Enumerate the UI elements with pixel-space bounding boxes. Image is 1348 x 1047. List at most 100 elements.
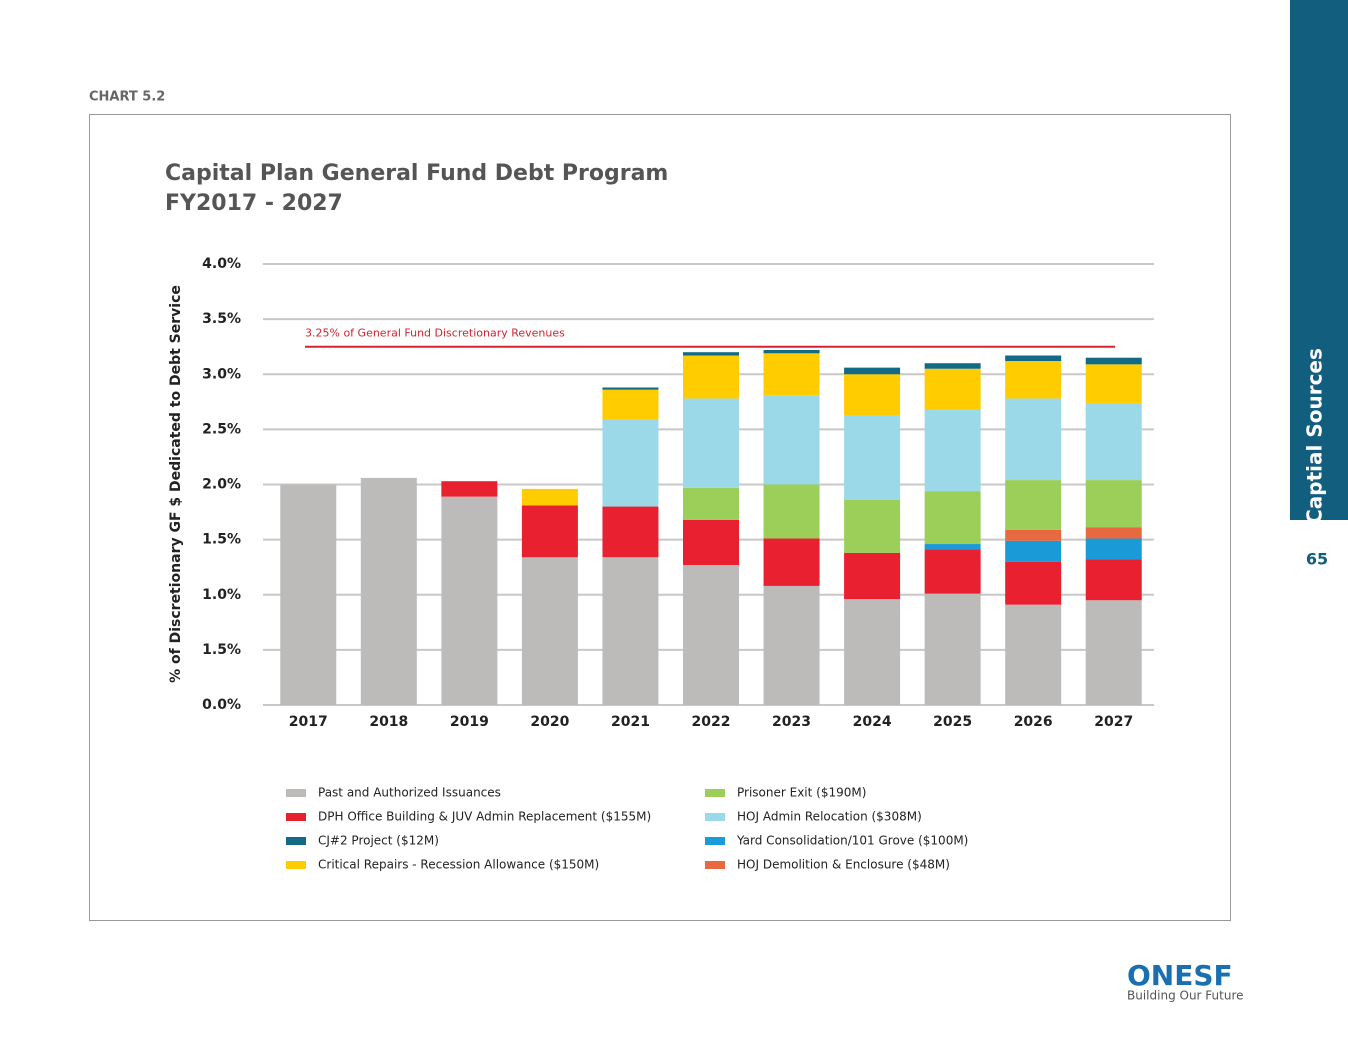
bar-segment: [924, 593, 981, 705]
bar-segment: [844, 499, 901, 553]
bar-segment: [1005, 398, 1062, 481]
x-tick-label: 2025: [933, 714, 972, 730]
y-tick-label: 1.0%: [202, 587, 241, 603]
bar-segment: [1005, 480, 1062, 530]
side-tab-label: Captial Sources: [1303, 348, 1327, 524]
legend-label: Prisoner Exit ($190M): [737, 786, 866, 800]
x-tick-label: 2019: [450, 714, 489, 730]
y-tick-label: 2.5%: [202, 421, 241, 437]
y-tick-label: 0.0%: [202, 697, 241, 713]
bar-segment: [602, 389, 659, 420]
bar-segment: [1085, 559, 1142, 601]
bar-segment: [763, 484, 820, 539]
legend-label: Yard Consolidation/101 Grove ($100M): [736, 834, 968, 848]
x-tick-label: 2022: [692, 714, 731, 730]
bar-segment: [1005, 604, 1062, 705]
x-tick-label: 2018: [369, 714, 408, 730]
bar-segment: [521, 505, 578, 558]
bar-segment: [844, 552, 901, 600]
bar-segment: [924, 491, 981, 545]
x-tick-label: 2020: [530, 714, 569, 730]
legend-label: HOJ Demolition & Enclosure ($48M): [737, 858, 950, 872]
bar-segment: [1005, 561, 1062, 605]
bar-segment: [924, 368, 981, 410]
bar-segment: [1085, 538, 1142, 560]
legend-swatch: [705, 813, 725, 821]
bar-segment: [683, 519, 739, 565]
logo: ONESF: [1127, 959, 1233, 992]
legend-swatch: [705, 837, 725, 845]
bar-segment: [280, 484, 337, 705]
y-tick-label: 3.0%: [202, 366, 241, 382]
y-tick-label: 3.5%: [202, 311, 241, 327]
page-number: 65: [1306, 550, 1328, 569]
reference-label: 3.25% of General Fund Discretionary Reve…: [305, 327, 565, 340]
legend-swatch: [705, 861, 725, 869]
legend-swatch: [286, 861, 306, 869]
bar-segment: [521, 557, 578, 705]
bar-segment: [1085, 402, 1142, 481]
legend-swatch: [286, 789, 306, 797]
legend-label: Critical Repairs - Recession Allowance (…: [318, 858, 599, 872]
bar-segment: [1005, 529, 1062, 541]
legend-swatch: [705, 789, 725, 797]
bar-segment: [441, 481, 498, 497]
bar-segment: [924, 549, 981, 594]
x-tick-label: 2027: [1094, 714, 1133, 730]
bar-segment: [360, 477, 417, 705]
bar-segment: [763, 349, 820, 354]
bar-segment: [763, 353, 820, 396]
legend-label: HOJ Admin Relocation ($308M): [737, 810, 922, 824]
x-tick-label: 2024: [853, 714, 892, 730]
bar-segment: [1085, 357, 1142, 365]
legend-label: Past and Authorized Issuances: [318, 786, 501, 800]
chart-title: Capital Plan General Fund Debt Program: [165, 161, 668, 186]
x-tick-label: 2023: [772, 714, 811, 730]
y-tick-label: 4.0%: [202, 256, 241, 272]
bar-segment: [763, 585, 820, 705]
y-tick-label: 1.5%: [202, 642, 241, 658]
y-axis-label: % of Discretionary GF $ Dedicated to Deb…: [168, 285, 184, 683]
bar-segment: [1005, 355, 1062, 362]
bar-segment: [1085, 600, 1142, 705]
legend-swatch: [286, 813, 306, 821]
bar-segment: [844, 415, 901, 500]
bar-segment: [844, 599, 901, 705]
chart-label: CHART 5.2: [89, 90, 165, 105]
bar-segment: [1085, 527, 1142, 539]
y-tick-label: 2.0%: [202, 477, 241, 493]
bar-segment: [683, 487, 739, 520]
bar-segment: [602, 557, 659, 705]
bar-segment: [441, 496, 498, 705]
bar-segment: [1005, 361, 1062, 399]
bar-segment: [683, 355, 739, 399]
legend-label: DPH Office Building & JUV Admin Replacem…: [318, 810, 651, 824]
side-tab: [1290, 0, 1348, 520]
legend-swatch: [286, 837, 306, 845]
x-tick-label: 2017: [289, 714, 328, 730]
bar-segment: [844, 374, 901, 416]
bar-segment: [1085, 480, 1142, 528]
bar-segment: [844, 367, 901, 375]
chart-frame: [89, 114, 1231, 921]
chart-subtitle: FY2017 - 2027: [165, 191, 343, 216]
bar-segment: [683, 564, 739, 705]
x-tick-label: 2021: [611, 714, 650, 730]
bar-segment: [924, 409, 981, 492]
bar-segment: [521, 488, 578, 506]
logo-tagline: Building Our Future: [1127, 989, 1244, 1003]
x-tick-label: 2026: [1014, 714, 1053, 730]
legend-label: CJ#2 Project ($12M): [318, 834, 439, 848]
y-tick-label: 1.5%: [202, 532, 241, 548]
bar-segment: [924, 544, 981, 550]
bar-segment: [1005, 540, 1062, 562]
bar-segment: [602, 419, 659, 507]
bar-segment: [602, 387, 659, 390]
bar-segment: [924, 363, 981, 369]
bar-segment: [763, 538, 820, 586]
bar-segment: [1085, 364, 1142, 403]
bar-segment: [763, 395, 820, 485]
bar-segment: [683, 352, 739, 356]
bar-segment: [602, 506, 659, 558]
